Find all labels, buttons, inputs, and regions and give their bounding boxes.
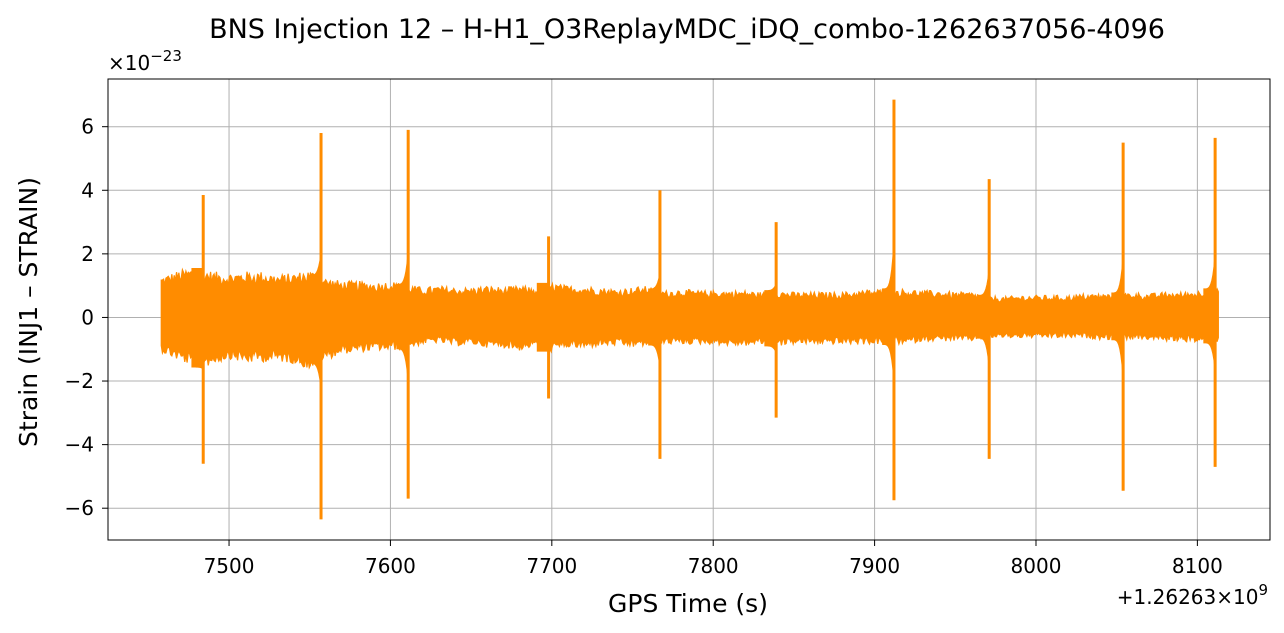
chirp-ramp (882, 241, 895, 382)
x-axis-title: GPS Time (s) (608, 589, 768, 618)
y-tick-label: 2 (81, 242, 94, 266)
y-scale-label: ×10−23 (108, 47, 182, 75)
x-tick-label: 8100 (1172, 554, 1223, 578)
chirp-ramp (977, 268, 990, 368)
x-tick-label: 7600 (365, 554, 416, 578)
x-tick-label: 7800 (688, 554, 739, 578)
chirp-ramp (536, 282, 550, 352)
ticks: 7500 7600 7700 7800 7900 8000 8100 −6 −4 −2 0 2 4 6 (65, 115, 1223, 578)
plot-frame (107, 78, 1271, 541)
y-tick-label: −4 (65, 433, 94, 457)
chirp-ramp (191, 267, 204, 370)
chart-title: BNS Injection 12 – H-H1_O3ReplayMDC_iDQ_… (209, 14, 1165, 45)
x-tick-label: 7700 (526, 554, 577, 578)
x-tick-label: 7500 (204, 554, 255, 578)
x-tick-label: 8000 (1011, 554, 1062, 578)
chirp-ramp (1203, 254, 1216, 370)
data-layer (160, 99, 1219, 520)
x-tick-label: 7900 (849, 554, 900, 578)
y-tick-label: 0 (81, 305, 94, 329)
y-tick-label: 4 (81, 178, 94, 202)
y-tick-label: −2 (65, 369, 94, 393)
chirp-ramp (309, 252, 322, 389)
chirp-ramp (396, 251, 409, 381)
chirp-ramp (648, 272, 661, 368)
y-tick-label: 6 (81, 115, 94, 139)
strain-series (160, 267, 1219, 370)
chirp-ramp (1111, 256, 1124, 379)
x-offset-label: +1.26263×109 (1117, 581, 1268, 609)
y-tick-label: −6 (65, 496, 94, 520)
chirp-ramp (764, 283, 777, 353)
y-axis-title: Strain (INJ1 – STRAIN) (14, 177, 43, 447)
